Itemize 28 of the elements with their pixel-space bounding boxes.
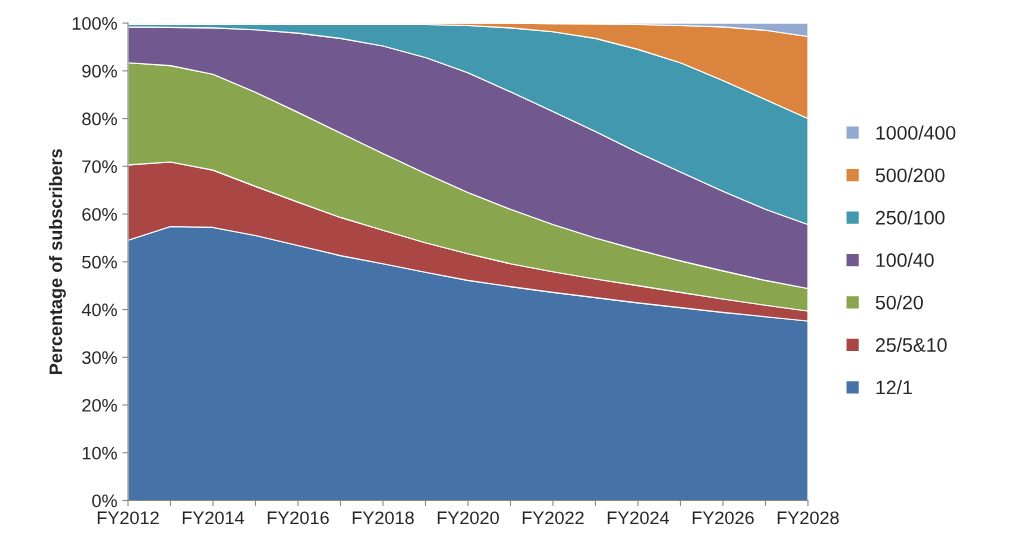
legend-label: 500/200 — [875, 167, 945, 183]
y-tick-label: 30% — [82, 351, 117, 364]
legend-label: 12/1 — [876, 380, 912, 395]
y-tick-label: 90% — [82, 64, 117, 78]
x-tick-label: FY2024 — [607, 511, 670, 525]
y-tick-label: 50% — [82, 255, 117, 269]
legend-label: 250/100 — [875, 210, 945, 225]
x-tick-label: FY2020 — [437, 511, 499, 525]
x-tick-label: FY2018 — [352, 511, 414, 525]
legend-label: 100/40 — [876, 252, 934, 268]
y-axis-title: Percentage of subscribers — [48, 149, 66, 374]
y-tick-label: 70% — [82, 160, 117, 174]
y-tick-label: 10% — [82, 446, 117, 460]
y-tick-label: 20% — [82, 398, 117, 412]
y-tick-label: 100% — [72, 17, 117, 30]
x-tick-label: FY2012 — [97, 511, 159, 525]
x-tick-label: FY2014 — [182, 511, 245, 525]
y-tick-label: 0% — [92, 494, 117, 508]
y-tick-label: 40% — [81, 303, 117, 317]
x-tick-label: FY2016 — [267, 511, 329, 525]
x-tick-label: FY2026 — [692, 511, 754, 525]
legend-label: 50/20 — [875, 295, 923, 310]
x-tick-label: FY2028 — [777, 511, 839, 525]
legend-label: 1000/400 — [876, 125, 956, 140]
y-tick-label: 60% — [82, 207, 117, 221]
legend-label: 25/5&10 — [875, 337, 947, 352]
x-tick-label: FY2022 — [522, 511, 584, 525]
y-tick-label: 80% — [82, 112, 117, 126]
